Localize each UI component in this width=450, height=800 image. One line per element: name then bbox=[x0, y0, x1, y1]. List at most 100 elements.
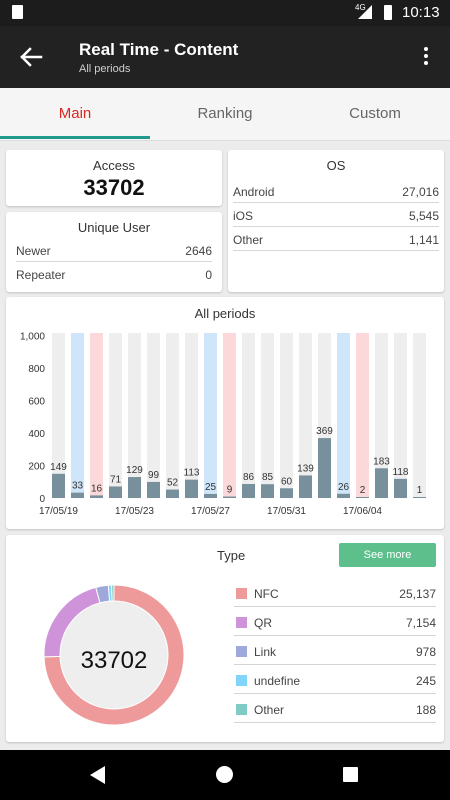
app-bar: Real Time - Content All periods bbox=[0, 26, 450, 88]
bar-value-label: 52 bbox=[167, 478, 179, 489]
bar bbox=[147, 481, 160, 498]
bar bbox=[261, 484, 274, 498]
bar bbox=[337, 493, 350, 498]
donut-center-disc bbox=[60, 601, 168, 709]
legend-swatch bbox=[236, 617, 247, 628]
day-background bbox=[375, 333, 388, 498]
x-tick-label: 17/06/04 bbox=[343, 506, 382, 517]
bar bbox=[109, 486, 122, 498]
legend-value: 7,154 bbox=[405, 616, 436, 630]
day-background bbox=[204, 333, 217, 498]
nav-back-icon[interactable] bbox=[90, 766, 105, 784]
day-background bbox=[52, 333, 65, 498]
legend-swatch bbox=[236, 704, 247, 715]
row-value: 1,141 bbox=[408, 233, 439, 247]
battery-icon bbox=[384, 5, 392, 20]
page-subtitle: All periods bbox=[79, 63, 131, 75]
access-value: 33702 bbox=[83, 175, 145, 200]
bar-value-label: 99 bbox=[148, 470, 160, 481]
chart-title: All periods bbox=[194, 306, 256, 321]
bar bbox=[242, 484, 255, 498]
legend-value: 188 bbox=[415, 703, 436, 717]
bar-value-label: 60 bbox=[281, 476, 293, 487]
bar bbox=[413, 497, 426, 498]
tab-main[interactable]: Main bbox=[58, 105, 92, 122]
access-chart-card: All periods 0 200 400 600 800 1,000 149 33 16 71 1… bbox=[6, 297, 444, 529]
type-title: Type bbox=[217, 548, 246, 563]
bar bbox=[71, 492, 84, 498]
unique-user-row-repeater: Repeater 0 bbox=[16, 265, 212, 285]
legend-label: Link bbox=[254, 645, 277, 659]
unique-user-row-newer: Newer 2646 bbox=[16, 241, 212, 262]
day-background bbox=[185, 333, 198, 498]
see-more-button[interactable]: See more bbox=[339, 543, 436, 567]
day-background bbox=[90, 333, 103, 498]
legend-row-other: Other 188 bbox=[234, 698, 436, 723]
bar bbox=[280, 488, 293, 498]
bar-value-label: 1 bbox=[417, 485, 423, 496]
bar-value-label: 129 bbox=[126, 465, 143, 476]
x-tick-label: 17/05/27 bbox=[191, 506, 230, 517]
day-background bbox=[166, 333, 179, 498]
bar-value-label: 86 bbox=[243, 472, 255, 483]
tab-bar: Main Ranking Custom bbox=[0, 88, 450, 141]
os-card: OS Android 27,016 iOS 5,545 Other 1,141 bbox=[228, 150, 444, 292]
day-background bbox=[147, 333, 160, 498]
row-label: Android bbox=[233, 185, 275, 199]
row-value: 5,545 bbox=[408, 209, 439, 223]
y-tick-label: 800 bbox=[28, 364, 45, 375]
bar bbox=[90, 495, 103, 498]
row-value: 0 bbox=[205, 268, 212, 282]
legend-label: NFC bbox=[254, 587, 279, 601]
unique-user-title: Unique User bbox=[77, 220, 151, 235]
bar-value-label: 9 bbox=[227, 485, 233, 496]
os-title: OS bbox=[326, 158, 346, 173]
legend-label: Other bbox=[254, 703, 285, 717]
bar bbox=[299, 475, 312, 498]
x-tick-label: 17/05/31 bbox=[267, 506, 306, 517]
y-tick-label: 400 bbox=[28, 429, 45, 440]
nav-home-icon[interactable] bbox=[216, 766, 233, 783]
bar-value-label: 369 bbox=[316, 426, 333, 437]
bar-value-label: 16 bbox=[91, 483, 103, 494]
day-background bbox=[299, 333, 312, 498]
row-label: Other bbox=[233, 233, 264, 247]
y-tick-label: 200 bbox=[28, 462, 45, 473]
legend-swatch bbox=[236, 588, 247, 599]
bar-value-label: 113 bbox=[184, 468, 200, 479]
day-background bbox=[223, 333, 236, 498]
os-row-other: Other 1,141 bbox=[233, 230, 439, 251]
bar-value-label: 71 bbox=[110, 474, 122, 485]
legend-label: undefine bbox=[254, 674, 301, 688]
signal-icon bbox=[358, 5, 372, 19]
nav-recents-icon[interactable] bbox=[343, 767, 358, 782]
os-row-android: Android 27,016 bbox=[233, 182, 439, 203]
tab-ranking[interactable]: Ranking bbox=[197, 105, 253, 122]
type-donut-chart bbox=[44, 585, 184, 725]
day-background bbox=[71, 333, 84, 498]
page-title: Real Time - Content bbox=[79, 40, 239, 59]
legend-label: QR bbox=[254, 616, 272, 630]
bar-value-label: 118 bbox=[393, 467, 409, 478]
bar-chart: 0 200 400 600 800 1,000 149 33 16 71 129 99 52 113 25 9… bbox=[20, 332, 426, 517]
row-label: iOS bbox=[233, 209, 254, 223]
back-arrow-icon[interactable] bbox=[14, 40, 48, 74]
bar-value-label: 26 bbox=[338, 482, 350, 493]
bar bbox=[394, 478, 407, 498]
bar bbox=[204, 493, 217, 498]
more-options-icon[interactable] bbox=[414, 44, 438, 70]
day-background bbox=[128, 333, 141, 498]
legend-row-undefine: undefine 245 bbox=[234, 669, 436, 694]
legend-value: 245 bbox=[415, 674, 436, 688]
access-card: Access 33702 bbox=[6, 150, 222, 206]
system-nav-bar bbox=[0, 750, 450, 800]
tab-custom[interactable]: Custom bbox=[349, 105, 401, 122]
donut-total: 33702 bbox=[80, 647, 148, 674]
active-tab-indicator bbox=[0, 136, 150, 139]
bar-value-label: 139 bbox=[297, 463, 314, 474]
bar-value-label: 85 bbox=[262, 472, 274, 483]
day-background bbox=[394, 333, 407, 498]
y-tick-label: 1,000 bbox=[20, 332, 45, 343]
access-label: Access bbox=[93, 158, 135, 173]
legend-value: 25,137 bbox=[399, 587, 436, 601]
